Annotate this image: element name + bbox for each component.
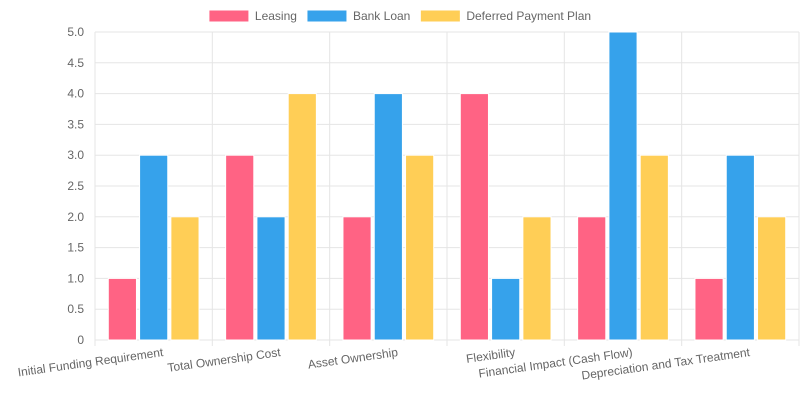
y-tick-label: 1.5 [67, 241, 84, 255]
legend-swatch [419, 9, 461, 23]
y-tick-label: 3.5 [67, 117, 84, 131]
x-tick-label: Initial Funding Requirement [17, 345, 165, 379]
x-tick-label: Asset Ownership [307, 345, 399, 372]
bar-bank-loan-0[interactable] [139, 154, 169, 341]
legend-swatch [306, 9, 348, 23]
y-axis: 0 0.5 1.0 1.5 2.0 2.5 3.0 3.5 4.0 4.5 5.0 [67, 25, 84, 347]
bar-leasing-5[interactable] [694, 277, 724, 341]
x-tick-label: Total Ownership Cost [167, 345, 283, 375]
y-tick-label: 3.0 [67, 148, 84, 162]
bar-deferred-payment-plan-2[interactable] [405, 154, 435, 341]
bar-leasing-4[interactable] [577, 216, 607, 341]
bar-leasing-2[interactable] [342, 216, 372, 341]
bar-bank-loan-5[interactable] [725, 154, 755, 341]
bar-leasing-0[interactable] [107, 277, 137, 341]
legend-item-deferred-payment-plan[interactable]: Deferred Payment Plan [419, 9, 591, 23]
bar-bank-loan-4[interactable] [608, 31, 638, 341]
legend-swatch [208, 9, 250, 23]
legend-label: Deferred Payment Plan [466, 9, 591, 23]
bar-deferred-payment-plan-3[interactable] [522, 216, 552, 341]
x-axis: Initial Funding Requirement Total Ownersh… [17, 345, 752, 383]
y-tick-label: 2.0 [67, 210, 84, 224]
bar-deferred-payment-plan-1[interactable] [287, 93, 317, 341]
y-tick-label: 0 [77, 333, 84, 347]
grid-lines [94, 31, 800, 346]
legend: Leasing Bank Loan Deferred Payment Plan [208, 9, 591, 23]
y-tick-label: 5.0 [67, 25, 84, 39]
legend-item-leasing[interactable]: Leasing [208, 9, 297, 23]
y-tick-label: 0.5 [67, 302, 84, 316]
bar-leasing-1[interactable] [225, 154, 255, 341]
bar-deferred-payment-plan-4[interactable] [639, 154, 669, 341]
legend-item-bank-loan[interactable]: Bank Loan [306, 9, 410, 23]
y-tick-label: 2.5 [67, 179, 84, 193]
bar-deferred-payment-plan-5[interactable] [757, 216, 787, 341]
y-tick-label: 1.0 [67, 271, 84, 285]
bars [107, 31, 787, 341]
y-tick-label: 4.5 [67, 56, 84, 70]
bar-bank-loan-2[interactable] [373, 93, 403, 341]
bar-leasing-3[interactable] [459, 93, 489, 341]
bar-deferred-payment-plan-0[interactable] [170, 216, 200, 341]
legend-label: Bank Loan [353, 9, 410, 23]
bar-bank-loan-3[interactable] [491, 277, 521, 341]
legend-label: Leasing [255, 9, 297, 23]
x-tick-label: Flexibility [465, 345, 516, 366]
bar-bank-loan-1[interactable] [256, 216, 286, 341]
y-tick-label: 4.0 [67, 87, 84, 101]
